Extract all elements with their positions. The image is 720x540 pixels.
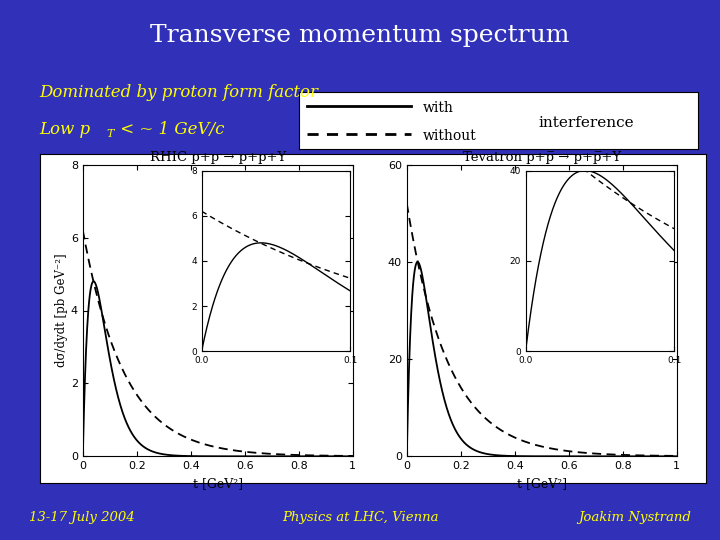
Text: Joakim Nystrand: Joakim Nystrand [578,511,691,524]
Text: 13-17 July 2004: 13-17 July 2004 [29,511,135,524]
Title: Tevatron p+p̅ → p+p̅+Υ: Tevatron p+p̅ → p+p̅+Υ [463,151,621,164]
X-axis label: t [GeV²]: t [GeV²] [193,477,243,490]
Text: Physics at LHC, Vienna: Physics at LHC, Vienna [282,511,438,524]
Text: Dominated by proton form factor: Dominated by proton form factor [40,84,319,100]
Text: interference: interference [539,116,634,130]
Text: T: T [107,129,114,139]
Text: without: without [423,129,477,143]
X-axis label: t [GeV²]: t [GeV²] [517,477,567,490]
Text: Transverse momentum spectrum: Transverse momentum spectrum [150,24,570,48]
Title: RHIC p+p → p+p+Υ: RHIC p+p → p+p+Υ [150,151,286,164]
Text: Low p: Low p [40,122,91,138]
Text: < ~ 1 GeV/c: < ~ 1 GeV/c [115,122,225,138]
Y-axis label: dσ/dydt [pb GeV⁻²]: dσ/dydt [pb GeV⁻²] [55,254,68,367]
Text: with: with [423,100,454,114]
